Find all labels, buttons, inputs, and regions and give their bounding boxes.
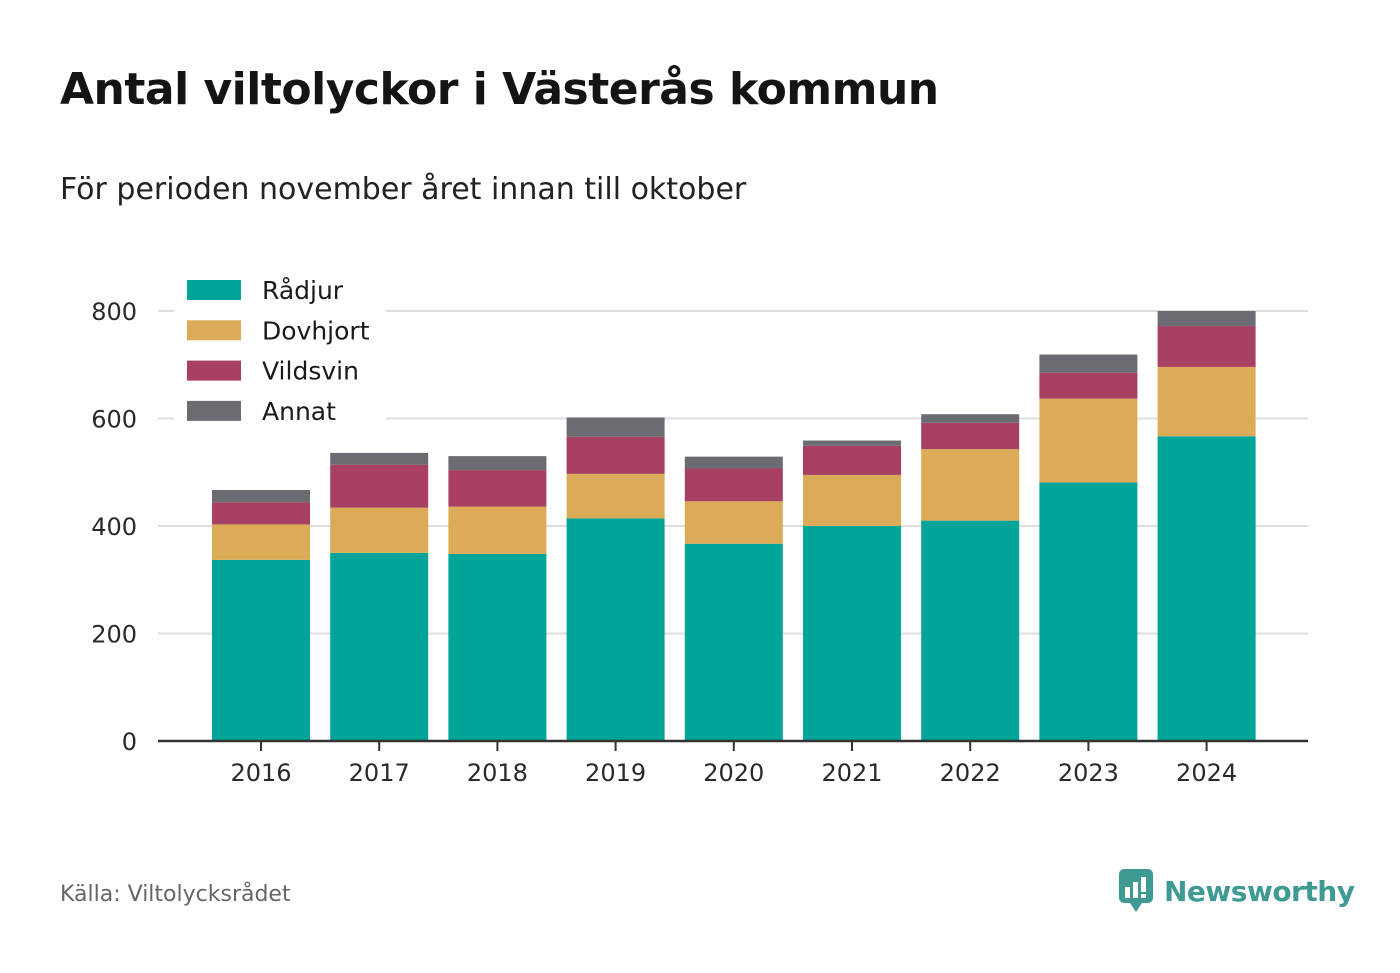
- legend-swatch-rådjur: [187, 280, 241, 300]
- chart-subtitle: För perioden november året innan till ok…: [60, 172, 747, 207]
- y-tick-label: 400: [91, 513, 137, 541]
- y-tick-label: 0: [122, 728, 137, 756]
- bar-segment-dovhjort-2018: [448, 506, 547, 554]
- x-tick-label-2018: 2018: [467, 759, 528, 787]
- x-tick-label-2021: 2021: [821, 759, 882, 787]
- bar-segment-dovhjort-2022: [921, 449, 1020, 521]
- newsworthy-logo-icon: [1119, 869, 1153, 912]
- bar-segment-annat-2016: [212, 489, 310, 503]
- axes: 0 200 400 600 800 2016 2017 2018 2019 2020 2021 202…: [91, 298, 1308, 787]
- bar-segment-rådjur-2022: [921, 520, 1020, 741]
- bar-segment-rådjur-2017: [330, 552, 429, 741]
- legend-swatch-annat: [187, 400, 241, 421]
- brand-name: Newsworthy: [1164, 874, 1355, 908]
- bar-segment-rådjur-2019: [566, 518, 665, 741]
- bar-segment-vildsvin-2023: [1039, 372, 1138, 399]
- bar-segment-rådjur-2024: [1157, 436, 1256, 741]
- stacked-bar-chart: 0 200 400 600 800 2016 2017 2018 2019 2020 2021 202…: [91, 268, 1308, 787]
- bar-segment-dovhjort-2017: [330, 507, 429, 553]
- x-tick-label-2019: 2019: [585, 759, 646, 787]
- x-tick-label-2022: 2022: [940, 759, 1001, 787]
- bar-segment-annat-2017: [330, 452, 429, 465]
- source-note: Källa: Viltolycksrådet: [60, 882, 291, 907]
- bar-segment-rådjur-2020: [684, 543, 783, 741]
- bar-segment-vildsvin-2020: [684, 468, 783, 502]
- legend: Rådjur Dovhjort Vildsvin Annat: [174, 268, 386, 428]
- bar-segment-annat-2018: [448, 456, 547, 471]
- bar-segment-annat-2022: [921, 414, 1020, 423]
- chart-title: Antal viltolyckor i Västerås kommun: [60, 64, 939, 115]
- bar-segment-annat-2023: [1039, 354, 1138, 373]
- bar-segment-dovhjort-2024: [1157, 366, 1256, 437]
- bar-segment-vildsvin-2018: [448, 470, 547, 507]
- bar-segment-vildsvin-2021: [803, 445, 901, 475]
- bar-segment-dovhjort-2019: [566, 473, 665, 519]
- bar-segment-annat-2019: [566, 417, 665, 437]
- legend-swatch-vildsvin: [187, 360, 241, 381]
- bar-segment-dovhjort-2016: [212, 524, 310, 560]
- bar-segment-rådjur-2016: [212, 559, 310, 741]
- bar-segment-dovhjort-2021: [803, 474, 901, 526]
- legend-label-dovhjort: Dovhjort: [262, 316, 370, 345]
- bars: [212, 311, 1256, 741]
- legend-label-rådjur: Rådjur: [262, 276, 344, 305]
- bar-segment-annat-2021: [803, 440, 901, 446]
- bar-segment-dovhjort-2020: [684, 501, 783, 544]
- y-tick-label: 600: [91, 406, 137, 434]
- legend-swatch-dovhjort: [187, 320, 241, 341]
- legend-label-annat: Annat: [262, 397, 336, 426]
- bar-segment-vildsvin-2017: [330, 464, 429, 508]
- x-tick-label-2023: 2023: [1058, 759, 1119, 787]
- bar-segment-vildsvin-2022: [921, 422, 1020, 450]
- bar-segment-vildsvin-2019: [566, 436, 665, 474]
- bar-segment-rådjur-2023: [1039, 482, 1138, 741]
- bar-segment-vildsvin-2016: [212, 502, 310, 525]
- x-tick-label-2020: 2020: [703, 759, 764, 787]
- x-tick-label-2016: 2016: [230, 759, 291, 787]
- x-tick-label-2024: 2024: [1176, 759, 1237, 787]
- bar-segment-annat-2024: [1157, 311, 1256, 327]
- bar-segment-vildsvin-2024: [1157, 326, 1256, 367]
- bar-segment-annat-2020: [684, 456, 783, 469]
- bar-segment-rådjur-2021: [803, 526, 901, 741]
- bar-segment-dovhjort-2023: [1039, 398, 1138, 483]
- newsworthy-logo: Newsworthy: [1118, 868, 1355, 914]
- x-tick-label-2017: 2017: [349, 759, 410, 787]
- y-tick-label: 200: [91, 621, 137, 649]
- legend-label-vildsvin: Vildsvin: [262, 357, 359, 386]
- y-tick-label: 800: [91, 298, 137, 326]
- bar-segment-rådjur-2018: [448, 553, 547, 741]
